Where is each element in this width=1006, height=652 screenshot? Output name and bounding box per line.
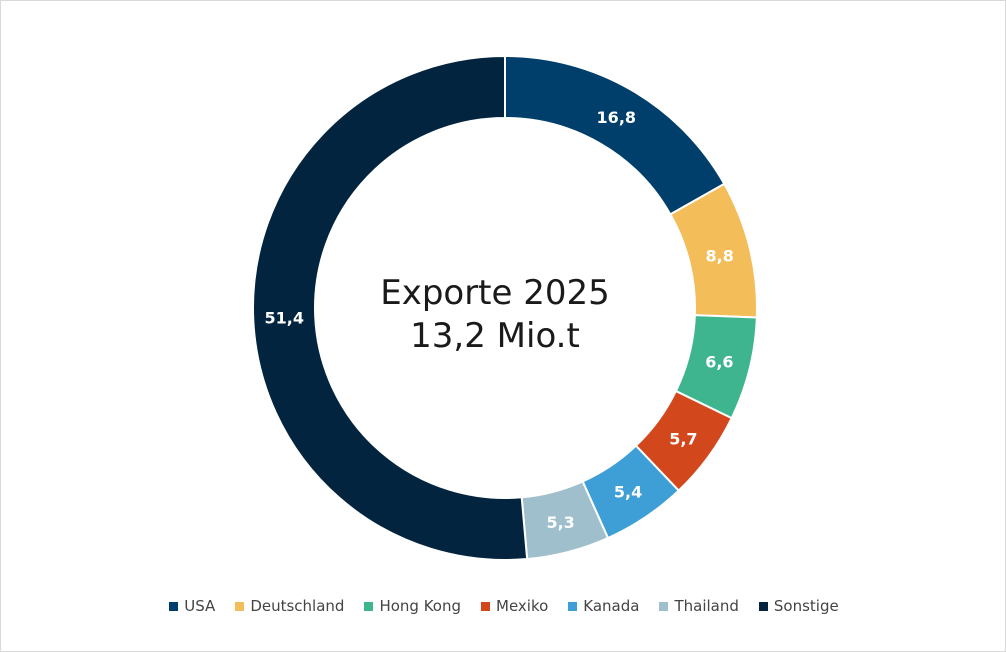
- legend-swatch: [235, 601, 245, 611]
- slice-label-kanada: 5,4: [614, 483, 642, 502]
- legend-swatch: [481, 601, 490, 611]
- slice-label-usa: 16,8: [597, 108, 636, 127]
- legend-swatch: [659, 601, 669, 611]
- legend-label: USA: [184, 597, 216, 615]
- legend-item-kanada: Kanada: [568, 597, 639, 615]
- slice-sonstige: [252, 54, 529, 561]
- legend-item-thailand: Thailand: [659, 597, 739, 615]
- slice-label-deutschland: 8,8: [706, 247, 734, 266]
- legend-item-deutschland: Deutschland: [235, 597, 344, 615]
- legend-swatch: [758, 601, 768, 611]
- legend-label: Thailand: [674, 597, 739, 615]
- slice-label-hong-kong: 6,6: [705, 353, 733, 372]
- slice-labels: 16,8 8,8 6,6 5,7 5,4 5,3 51,4: [264, 108, 733, 532]
- slice-label-thailand: 5,3: [546, 513, 574, 532]
- legend-label: Mexiko: [496, 597, 549, 615]
- legend-item-hong-kong: Hong Kong: [364, 597, 461, 615]
- legend-item-sonstige: Sonstige: [758, 597, 839, 615]
- donut-chart: 16,8 8,8 6,6 5,7 5,4 5,3 51,4 Exporte 2025 13,…: [252, 54, 758, 561]
- legend-label: Sonstige: [773, 597, 839, 615]
- legend-swatch: [568, 601, 578, 611]
- legend-label: Deutschland: [250, 597, 345, 615]
- slice-usa: [504, 54, 726, 216]
- legend-item-mexiko: Mexiko: [481, 597, 548, 615]
- legend-label: Hong Kong: [379, 597, 461, 615]
- legend: USA Deutschland Hong Kong Mexiko Kanada Thail…: [1, 597, 1006, 615]
- donut-slices: [252, 54, 758, 561]
- legend-swatch: [364, 601, 374, 611]
- legend-item-usa: USA: [169, 597, 215, 615]
- center-subtitle: 13,2 Mio.t: [410, 316, 580, 356]
- legend-label: Kanada: [583, 597, 640, 615]
- slice-label-sonstige: 51,4: [264, 309, 303, 328]
- legend-swatch: [169, 601, 179, 611]
- center-title: Exporte 2025: [380, 273, 610, 313]
- slice-label-mexiko: 5,7: [669, 429, 697, 448]
